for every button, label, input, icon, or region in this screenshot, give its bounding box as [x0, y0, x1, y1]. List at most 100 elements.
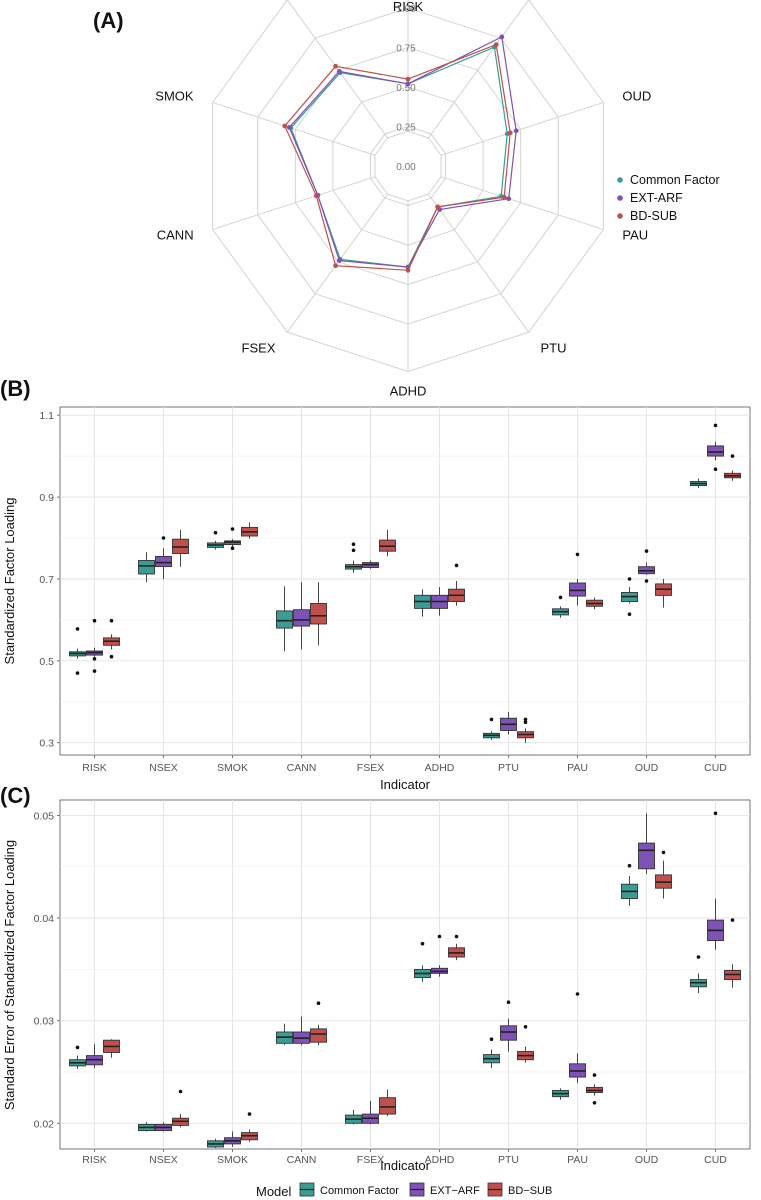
radar-point-ext-arf-cud: [499, 34, 505, 40]
box-ext-arf-pau: [569, 992, 586, 1084]
radar-legend: Common Factor EXT-ARF BD-SUB: [617, 173, 720, 223]
box-bd-sub-smok: [241, 522, 258, 539]
box-common-factor-fsex: [345, 1110, 362, 1125]
spoke-label-oud: OUD: [622, 88, 651, 103]
box-common-factor-cud: [690, 478, 707, 489]
radar-point-bd-sub-nsex: [333, 63, 338, 69]
outlier-point: [627, 577, 632, 581]
box-ext-arf-cann: [293, 1016, 310, 1046]
x-tick-label-smok: SMOK: [217, 1154, 248, 1166]
x-tick-label-fsex: FSEX: [357, 762, 384, 774]
box-ext-arf-adhd: [431, 934, 448, 977]
outlier-point: [696, 955, 701, 959]
iqr-box: [569, 582, 586, 597]
outlier-point: [230, 546, 235, 550]
radar-legend-label-bd-sub: BD-SUB: [630, 209, 677, 223]
y-tick-label: 0.02: [34, 1118, 55, 1130]
outlier-point: [523, 720, 528, 724]
panel-label-b: (B): [0, 376, 31, 401]
box-ext-arf-pau: [569, 552, 586, 606]
box-ext-arf-ptu: [500, 1000, 517, 1052]
x-axis-title-b: Indicator: [380, 777, 431, 792]
outlier-point: [627, 612, 632, 616]
radar-point-bd-sub-ptu: [435, 204, 441, 210]
spoke-label-fsex: FSEX: [242, 340, 276, 355]
model-legend-item-ext-arf: EXT−ARF: [409, 1182, 480, 1197]
radar-hub: [374, 130, 442, 202]
iqr-box: [310, 1028, 327, 1043]
gridlines-b: [60, 407, 750, 755]
box-common-factor-ptu: [483, 717, 500, 740]
plot-border-b: [59, 406, 751, 756]
model-legend-label: EXT−ARF: [430, 1185, 480, 1197]
radar-point-bd-sub-oud: [507, 130, 513, 136]
box-ext-arf-nsex: [155, 1122, 172, 1132]
outlier-point: [109, 654, 114, 659]
box-bd-sub-cud: [724, 918, 741, 988]
outlier-point: [437, 934, 442, 939]
box-bd-sub-nsex: [172, 529, 189, 567]
iqr-box: [638, 842, 655, 870]
box-bd-sub-pau: [586, 1073, 603, 1105]
box-ext-arf-adhd: [431, 587, 448, 616]
outlier-point: [420, 941, 425, 946]
outlier-point: [178, 1089, 183, 1094]
radar-point-ext-arf-oud: [513, 128, 519, 134]
spoke-label-adhd: ADHD: [390, 383, 427, 398]
outlier-point: [644, 549, 649, 553]
iqr-box: [379, 1097, 396, 1115]
outlier-point: [592, 1073, 597, 1077]
outlier-point: [75, 671, 80, 675]
x-tick-label-cann: CANN: [287, 762, 317, 774]
box-ext-arf-oud: [638, 813, 655, 874]
y-axis-title-c: Standard Error of Standardized Factor Lo…: [2, 840, 17, 1110]
box-ext-arf-fsex: [362, 1100, 379, 1125]
x-tick-label-nsex: NSEX: [149, 762, 178, 774]
radar-tick-label: 0.00: [396, 162, 416, 173]
outlier-point: [161, 536, 166, 540]
model-legend-title: Model: [256, 1184, 292, 1199]
radar-tick-label: 1.00: [396, 4, 416, 15]
outlier-point: [92, 657, 97, 661]
x-tick-label-cud: CUD: [704, 762, 727, 774]
outlier-point: [730, 454, 735, 458]
outlier-point: [454, 563, 459, 568]
box-ext-arf-fsex: [362, 560, 379, 569]
box-ext-arf-smok: [224, 1131, 241, 1147]
plot-border-c: [59, 799, 751, 1150]
iqr-box: [276, 610, 293, 629]
box-common-factor-nsex: [138, 552, 155, 583]
axis-ticks-b: 0.3 0.5 0.7 0.9 1.1 RISK NSEX SMOK CANN FSEX ADHD P…: [39, 410, 727, 774]
box-ext-arf-cud: [707, 423, 724, 472]
x-tick-label-nsex: NSEX: [149, 1154, 178, 1166]
box-common-factor-oud: [621, 863, 638, 906]
y-axis-title-b: Standardized Factor Loading: [2, 498, 17, 665]
box-bd-sub-nsex: [172, 1089, 189, 1128]
boxes-b: [69, 423, 741, 743]
model-legend-item-common-factor: Common Factor: [299, 1182, 399, 1197]
spoke-label-ptu: PTU: [541, 340, 567, 355]
model-legend-items: Common Factor EXT−ARF BD−SUB: [299, 1182, 552, 1197]
outlier-point: [713, 467, 718, 472]
x-tick-label-pau: PAU: [567, 762, 588, 774]
outlier-point: [109, 618, 114, 623]
box-common-factor-smok: [207, 530, 224, 550]
y-tick-label: 0.7: [39, 574, 54, 586]
y-tick-label: 1.1: [39, 410, 54, 422]
radar-series: [282, 34, 519, 273]
y-tick-label: 0.9: [39, 492, 54, 504]
x-tick-label-pau: PAU: [567, 1154, 588, 1166]
model-legend: Model Common Factor EXT−ARF BD−SUB: [256, 1182, 552, 1199]
box-bd-sub-risk: [103, 1039, 120, 1058]
box-bd-sub-ptu: [517, 1025, 534, 1063]
x-tick-label-adhd: ADHD: [425, 1154, 455, 1166]
box-bd-sub-cann: [310, 1001, 327, 1046]
radar-point-ext-arf-nsex: [336, 69, 342, 74]
y-tick-label: 0.04: [34, 913, 55, 925]
radar-legend-key-common-factor: [617, 177, 623, 183]
spoke-label-pau: PAU: [622, 228, 648, 243]
radar-legend-label-ext-arf: EXT-ARF: [630, 191, 683, 205]
stderr-boxplot-panel: (C) 0.02 0.03 0.04 0.05 RISK NSEX SMOK CANN FSEX…: [0, 783, 751, 1173]
spoke-label-risk: RISK: [393, 0, 424, 14]
x-tick-label-adhd: ADHD: [425, 762, 455, 774]
